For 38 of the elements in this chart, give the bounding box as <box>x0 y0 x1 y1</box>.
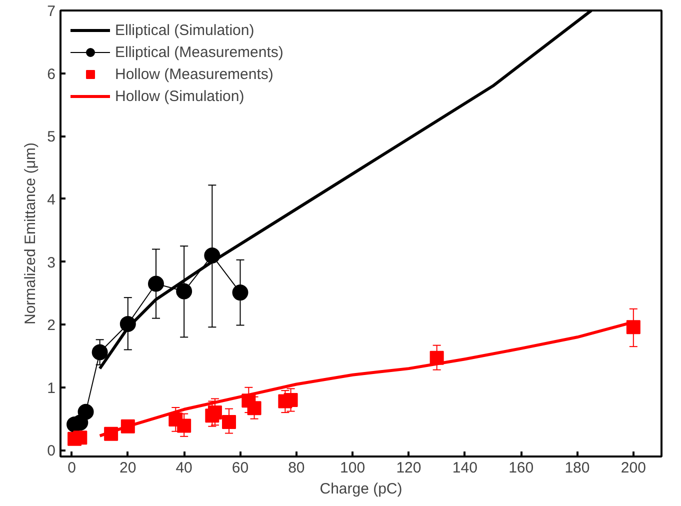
x-tick-label: 60 <box>232 460 249 476</box>
point <box>176 283 192 300</box>
point <box>78 404 94 420</box>
x-tick-label: 40 <box>176 460 192 476</box>
x-tick-label: 160 <box>508 460 534 476</box>
y-tick-label: 7 <box>47 3 56 20</box>
legend-label: Elliptical (Simulation) <box>115 22 254 38</box>
point <box>222 414 236 429</box>
point <box>247 401 262 416</box>
x-tick-label: 120 <box>396 460 422 476</box>
point <box>73 430 88 445</box>
legend-label: Hollow (Simulation) <box>115 88 244 104</box>
y-tick-label: 6 <box>47 66 56 83</box>
legend-label: Hollow (Measurements) <box>115 66 274 82</box>
point <box>92 344 108 360</box>
legend-label: Elliptical (Measurements) <box>115 44 284 60</box>
x-tick-label: 180 <box>564 460 590 476</box>
y-axis-title: Normalized Emittance (μm) <box>22 142 40 325</box>
x-tick-label: 200 <box>620 460 646 476</box>
point <box>120 316 136 332</box>
point <box>208 406 222 420</box>
point <box>284 392 298 407</box>
x-tick-label: 0 <box>68 460 76 476</box>
x-tick-label: 100 <box>340 460 366 476</box>
x-axis-title: Charge (pC) <box>320 480 402 498</box>
y-tick-label: 0 <box>47 442 56 460</box>
point <box>148 276 164 292</box>
x-tick-label: 20 <box>120 460 136 476</box>
x-tick-label: 80 <box>288 460 305 476</box>
y-tick-label: 2 <box>47 317 56 334</box>
y-tick-label: 1 <box>47 380 56 397</box>
y-tick-label: 3 <box>47 254 56 272</box>
x-tick-label: 140 <box>452 460 478 476</box>
y-tick-label: 5 <box>47 128 56 146</box>
point <box>177 418 192 433</box>
point <box>232 284 248 301</box>
point <box>204 248 220 264</box>
y-tick-label: 4 <box>47 191 56 208</box>
